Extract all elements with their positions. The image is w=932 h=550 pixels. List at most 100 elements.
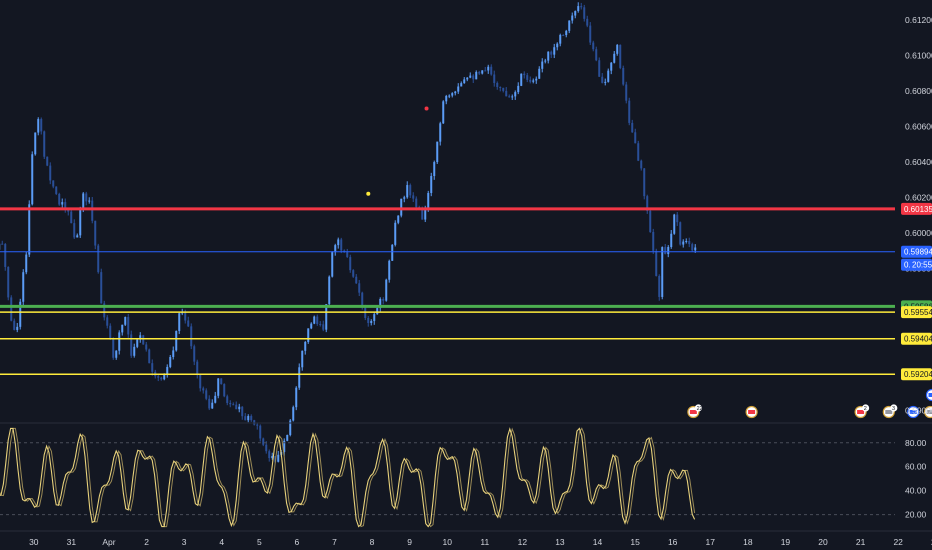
time-tick-label: 3: [182, 537, 187, 547]
candle: [517, 82, 520, 95]
candle: [661, 246, 664, 300]
candle-body: [538, 68, 541, 79]
candle: [523, 71, 526, 79]
candle-body: [109, 325, 112, 339]
candle-body: [601, 76, 604, 83]
event-badge[interactable]: 2: [924, 404, 932, 419]
candle: [355, 274, 358, 284]
candle-body: [616, 44, 619, 54]
time-axis[interactable]: 30 31 Apr 2 3 4 5 6 7 8 9 10 11 12 13 14 15 16 17 18 19 20 21 2…: [29, 537, 932, 547]
candle: [457, 83, 460, 94]
candle-body: [1, 243, 4, 245]
candle: [463, 77, 466, 84]
candle: [16, 322, 19, 333]
candle-body: [646, 196, 649, 211]
candle: [145, 341, 148, 352]
candle: [301, 350, 304, 371]
time-tick-label: 18: [743, 537, 753, 547]
candle: [652, 228, 655, 254]
candle-body: [34, 132, 37, 155]
candle: [250, 414, 253, 422]
candle: [196, 359, 199, 379]
candle: [679, 221, 682, 246]
candle: [445, 94, 448, 105]
candle: [166, 364, 169, 378]
candle-body: [526, 75, 529, 80]
candle-body: [454, 91, 457, 94]
event-badge[interactable]: 2: [854, 404, 870, 419]
time-tick-label: 5: [257, 537, 262, 547]
candle: [502, 87, 505, 93]
time-tick-label: 14: [593, 537, 603, 547]
candle-body: [598, 60, 601, 77]
candle-body: [199, 374, 202, 389]
candle-body: [328, 276, 331, 305]
candle: [316, 314, 319, 326]
candle: [298, 363, 301, 390]
candle-body: [190, 326, 193, 347]
candle: [391, 244, 394, 261]
candle-body: [73, 223, 76, 238]
candle-body: [658, 275, 661, 297]
candle-body: [508, 96, 511, 98]
candle-body: [589, 25, 592, 43]
event-badge[interactable]: [907, 405, 920, 419]
time-tick-label: 30: [29, 537, 39, 547]
candle-body: [541, 61, 544, 69]
candle: [685, 238, 688, 244]
event-badges[interactable]: 2223222: [687, 387, 932, 419]
price-pane[interactable]: 2223222: [0, 2, 932, 464]
candle: [430, 172, 433, 197]
candle: [475, 70, 478, 80]
candle: [493, 70, 496, 87]
event-badge[interactable]: [745, 405, 758, 419]
candle-body: [679, 222, 682, 245]
candle-body: [355, 276, 358, 284]
oscillator-axis[interactable]: 80.00 60.00 40.00 20.00: [905, 438, 927, 520]
candle: [229, 400, 232, 408]
oscillator-tick-label: 20.00: [905, 510, 927, 520]
candle-body: [583, 7, 586, 19]
horizontal-levels[interactable]: [0, 207, 895, 375]
candle: [247, 414, 250, 423]
candle-body: [388, 260, 391, 280]
candle-body: [139, 335, 142, 340]
candle: [193, 344, 196, 366]
event-flag-stripe: [928, 393, 932, 397]
candle: [13, 318, 16, 331]
candle-body: [106, 317, 109, 326]
time-tick-label: 7: [332, 537, 337, 547]
candle-body: [37, 119, 40, 133]
candle-body: [55, 186, 58, 194]
candle-body: [193, 346, 196, 362]
candle-body: [235, 404, 238, 410]
event-badge[interactable]: 2: [925, 387, 932, 402]
candle: [43, 130, 46, 160]
candle: [157, 374, 160, 382]
candle-body: [301, 350, 304, 368]
candle: [628, 97, 631, 126]
event-badge[interactable]: 22: [687, 404, 703, 419]
candle: [73, 219, 76, 239]
candle: [460, 81, 463, 87]
candle: [340, 237, 343, 254]
candle-body: [211, 402, 214, 409]
oscillator-pane[interactable]: [0, 427, 895, 528]
candle: [115, 350, 118, 360]
candle-body: [67, 210, 70, 212]
candle: [568, 20, 571, 34]
candle: [394, 220, 397, 247]
candle: [34, 132, 37, 156]
candle: [448, 94, 451, 99]
time-tick-label: 17: [706, 537, 716, 547]
candle: [487, 64, 490, 74]
candle-body: [556, 43, 559, 48]
candle: [19, 298, 22, 330]
event-count-text: 3: [892, 406, 895, 412]
candle: [562, 34, 565, 36]
candle-body: [340, 239, 343, 251]
event-badge[interactable]: 3: [882, 404, 898, 419]
